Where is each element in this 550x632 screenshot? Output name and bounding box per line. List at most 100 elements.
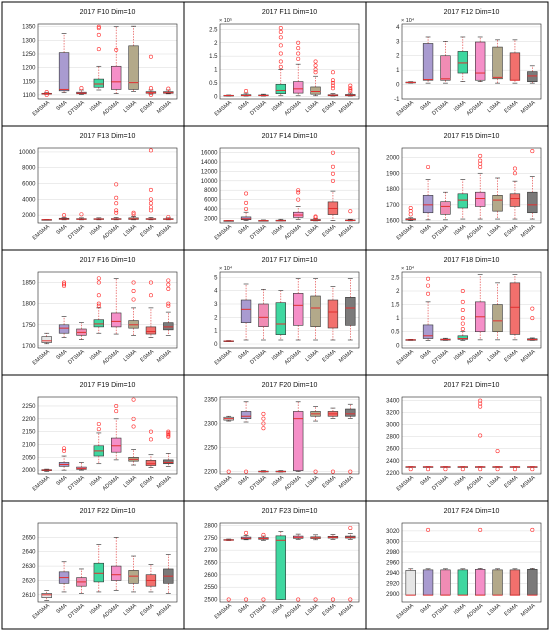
outlier-point [96,301,101,306]
outlier-point [512,166,517,171]
axes-frame [219,23,360,100]
y-tick-label: 0.5 [391,330,400,336]
outlier-point [166,433,171,438]
y-tick-label: 2000 [204,216,218,222]
iqr-box [93,319,104,328]
outlier-point [166,282,171,287]
iqr-box [275,83,286,94]
y-tick-label: 1750 [22,323,36,329]
iqr-box [509,193,521,207]
iqr-box [527,71,538,82]
outlier-point [131,288,136,293]
iqr-box [405,570,416,596]
outlier-point [244,469,249,474]
y-tick-label: 2 [214,41,218,47]
outlier-point [148,148,153,153]
outlier-point [426,527,431,532]
outlier-point [131,297,136,302]
outlier-point [166,286,171,291]
iqr-box [163,322,174,331]
y-tick-label: 2400 [386,459,400,465]
outlier-point [348,86,353,91]
outlier-point [495,467,500,472]
y-tick-label: 2250 [204,446,218,452]
axes-frame [401,396,542,475]
outlier-point [408,467,413,472]
outlier-point [244,88,249,93]
iqr-box [240,411,252,419]
outlier-point [460,299,465,304]
outlier-point [460,288,465,293]
y-tick-label: 1700 [386,203,400,209]
outlier-point [478,398,483,403]
outlier-point [131,424,136,429]
chart-title: 2017 F19 Dim=10 [80,382,136,389]
outlier-point [278,30,283,35]
iqr-box [93,78,104,88]
y-tick-label: 1.5 [209,54,218,60]
chart-panel: 2200 2400 2600 2800 3000 3200 3400 2017 F21 Dim… [365,374,549,502]
iqr-box [128,45,139,90]
iqr-box [492,569,503,596]
iqr-box [492,46,503,80]
y-tick-label: 2 [396,289,400,295]
outlier-point [296,46,301,51]
iqr-box [58,52,70,92]
outlier-point [244,530,249,535]
outlier-point [96,26,101,31]
axes-frame [37,271,178,349]
iqr-box [58,324,70,334]
outlier-point [114,182,119,187]
y-tick-label: 2200 [386,471,400,477]
iqr-box [163,459,174,465]
outlier-point [348,597,353,602]
outlier-point [166,303,171,308]
iqr-box [527,191,538,214]
outlier-point [148,280,153,285]
iqr-box [509,569,521,596]
axis-exponent-label: × 10⁴ [401,265,415,272]
outlier-point [244,200,249,205]
outlier-point [426,276,431,281]
outlier-point [296,197,301,202]
outlier-point [296,40,301,45]
y-tick-label: 1100 [23,93,37,99]
outlier-point [313,70,318,75]
outlier-point [478,153,483,158]
iqr-box [475,191,486,207]
outlier-point [148,92,153,97]
outlier-point [166,430,171,435]
box-lsma: LSMA [305,534,321,617]
outlier-point [278,59,283,64]
outlier-point [96,293,101,298]
outlier-point [114,403,119,408]
y-tick-label: 4 [396,25,400,31]
y-tick-label: 2900 [386,592,400,598]
y-tick-label: 1700 [22,344,36,350]
iqr-box [275,535,286,600]
y-tick-label: 1.5 [391,303,400,309]
y-tick-label: 1850 [22,281,36,287]
iqr-box [111,312,122,328]
y-tick-label: 10000 [201,179,218,185]
y-tick-label: 3020 [386,529,400,535]
outlier-point [96,24,101,29]
outlier-point [114,210,119,215]
y-tick-label: 1 [214,329,218,335]
outlier-point [348,83,353,88]
outlier-point [244,191,249,196]
chart-title: 2017 F10 Dim=10 [80,9,136,16]
y-tick-label: 1800 [22,302,36,308]
iqr-box [293,81,304,94]
outlier-point [62,448,67,453]
outlier-point [460,326,465,331]
panel-frame [365,500,549,630]
iqr-box [475,569,486,596]
y-tick-label: 14000 [201,160,218,166]
outlier-point [460,316,465,321]
y-tick-label: 2000 [386,155,400,161]
outlier-point [131,212,136,217]
